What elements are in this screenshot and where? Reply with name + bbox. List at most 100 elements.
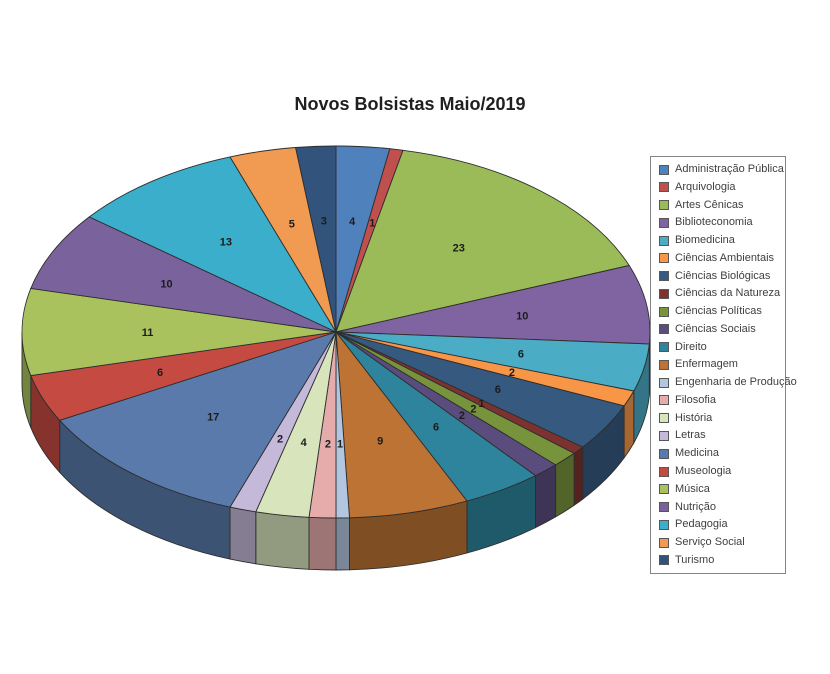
legend-item[interactable]: Biblioteconomia <box>659 217 781 228</box>
legend-item[interactable]: Ciências Ambientais <box>659 251 781 264</box>
legend-item[interactable]: Museologia <box>659 466 781 477</box>
legend-item-label: Direito <box>675 340 707 353</box>
pie-data-label: 1 <box>337 439 343 451</box>
legend-item[interactable]: Serviço Social <box>659 537 781 548</box>
legend-item[interactable]: Pedagogia <box>659 519 781 530</box>
pie-slice[interactable] <box>88 156 338 334</box>
pie-data-label: 2 <box>325 439 331 451</box>
legend-swatch-icon <box>659 395 669 406</box>
legend-swatch-icon <box>659 555 669 566</box>
pie-slice-side[interactable] <box>335 517 350 571</box>
legend-swatch-icon <box>659 342 669 353</box>
legend-swatch-icon <box>659 466 669 477</box>
legend-swatch-icon <box>659 413 669 424</box>
legend-item-label: Biomedicina <box>675 234 735 247</box>
legend-item[interactable]: Nutrição <box>659 500 781 513</box>
legend-item[interactable]: Letras <box>659 430 781 441</box>
legend-item[interactable]: História <box>659 412 781 424</box>
legend-item-label: Medicina <box>675 447 720 460</box>
legend-swatch-icon <box>659 253 669 264</box>
legend-item[interactable]: Biomedicina <box>659 235 781 246</box>
pie-data-label: 9 <box>377 436 383 448</box>
pie-slice[interactable] <box>21 287 337 377</box>
legend-item-label: Ciências Sociais <box>675 322 756 335</box>
pie-slice[interactable] <box>58 331 338 508</box>
legend-item[interactable]: Engenharia de Produção <box>659 377 797 388</box>
legend-swatch-icon <box>659 217 669 228</box>
pie-data-label: 10 <box>160 278 172 290</box>
legend-item[interactable]: Ciências Sociais <box>659 322 781 335</box>
legend-swatch-icon <box>659 288 669 299</box>
legend-swatch-icon <box>659 235 669 246</box>
legend-item-label: Música <box>675 482 710 495</box>
legend-item-label: Turismo <box>675 553 715 566</box>
pie-data-label: 2 <box>509 367 515 379</box>
legend-item-label: Arquivologia <box>675 180 736 193</box>
chart-title: Novos Bolsistas Maio/2019 <box>294 94 526 114</box>
legend-item-label: Engenharia de Produção <box>675 376 797 389</box>
pie-data-label: 2 <box>470 403 476 415</box>
legend-item[interactable]: Enfermagem <box>659 359 781 370</box>
legend-swatch-icon <box>659 484 669 495</box>
pie-data-label: 4 <box>301 437 308 449</box>
legend-item-label: Ciências Ambientais <box>675 251 775 264</box>
pie-data-label: 13 <box>220 236 232 248</box>
legend-swatch-icon <box>659 324 669 335</box>
legend-item-label: Letras <box>675 429 706 442</box>
pie-slice-side[interactable] <box>573 446 584 507</box>
legend-item-label: Pedagogia <box>675 518 728 531</box>
legend-swatch-icon <box>659 448 669 459</box>
legend-item-label: Ciências Biológicas <box>675 269 771 282</box>
pie-slice-side[interactable] <box>308 516 337 571</box>
legend-item[interactable]: Administração Pública <box>659 163 784 175</box>
pie-data-label: 17 <box>207 412 219 424</box>
legend-item-label: Ciências da Natureza <box>675 287 781 300</box>
legend-swatch-icon <box>659 164 669 175</box>
legend-item[interactable]: Arquivologia <box>659 180 781 193</box>
pie-slice[interactable] <box>295 145 337 333</box>
legend-swatch-icon <box>659 430 669 441</box>
pie-data-label: 5 <box>289 219 295 231</box>
pie-data-label: 6 <box>433 422 439 434</box>
legend-item-label: Administração Pública <box>675 163 784 175</box>
legend-item[interactable]: Ciências da Natureza <box>659 288 781 299</box>
pie-data-label: 2 <box>459 410 465 422</box>
legend-item[interactable]: Música <box>659 482 781 495</box>
pie-data-label: 6 <box>157 367 163 379</box>
pie-data-label: 1 <box>478 398 484 410</box>
pie-data-label: 6 <box>495 384 501 396</box>
pie-slice[interactable] <box>335 264 651 345</box>
legend-item[interactable]: Medicina <box>659 448 781 459</box>
legend-item-label: Biblioteconomia <box>675 216 753 229</box>
legend-swatch-icon <box>659 271 669 282</box>
pie-data-label: 11 <box>142 327 154 339</box>
legend-item[interactable]: Filosofia <box>659 394 781 406</box>
pie-data-label: 3 <box>321 216 327 228</box>
legend-item-label: Ciências Políticas <box>675 305 762 318</box>
legend-swatch-icon <box>659 200 669 211</box>
legend-item[interactable]: Ciências Políticas <box>659 306 781 317</box>
legend-item-label: Enfermagem <box>675 358 738 371</box>
legend-swatch-icon <box>659 182 669 193</box>
legend-swatch-icon <box>659 537 669 548</box>
legend-swatch-icon <box>659 519 669 530</box>
pie-data-label: 23 <box>453 242 465 254</box>
legend-item[interactable]: Direito <box>659 340 781 353</box>
pie-slice[interactable] <box>30 216 337 333</box>
legend-item-label: Serviço Social <box>675 536 745 549</box>
pie-slice[interactable] <box>335 149 630 333</box>
pie-slice[interactable] <box>335 330 468 519</box>
legend-swatch-icon <box>659 306 669 317</box>
pie-slice-side[interactable] <box>255 511 310 570</box>
legend-item[interactable]: Artes Cênicas <box>659 199 781 211</box>
pie-data-label: 4 <box>349 216 356 228</box>
pie-data-label: 1 <box>369 218 375 230</box>
legend-item[interactable]: Turismo <box>659 553 781 566</box>
pie-slice-side[interactable] <box>229 506 257 565</box>
legend-item-label: Nutrição <box>675 500 716 513</box>
legend-item[interactable]: Ciências Biológicas <box>659 269 781 282</box>
legend-swatch-icon <box>659 377 669 388</box>
pie-data-label: 6 <box>518 349 524 361</box>
